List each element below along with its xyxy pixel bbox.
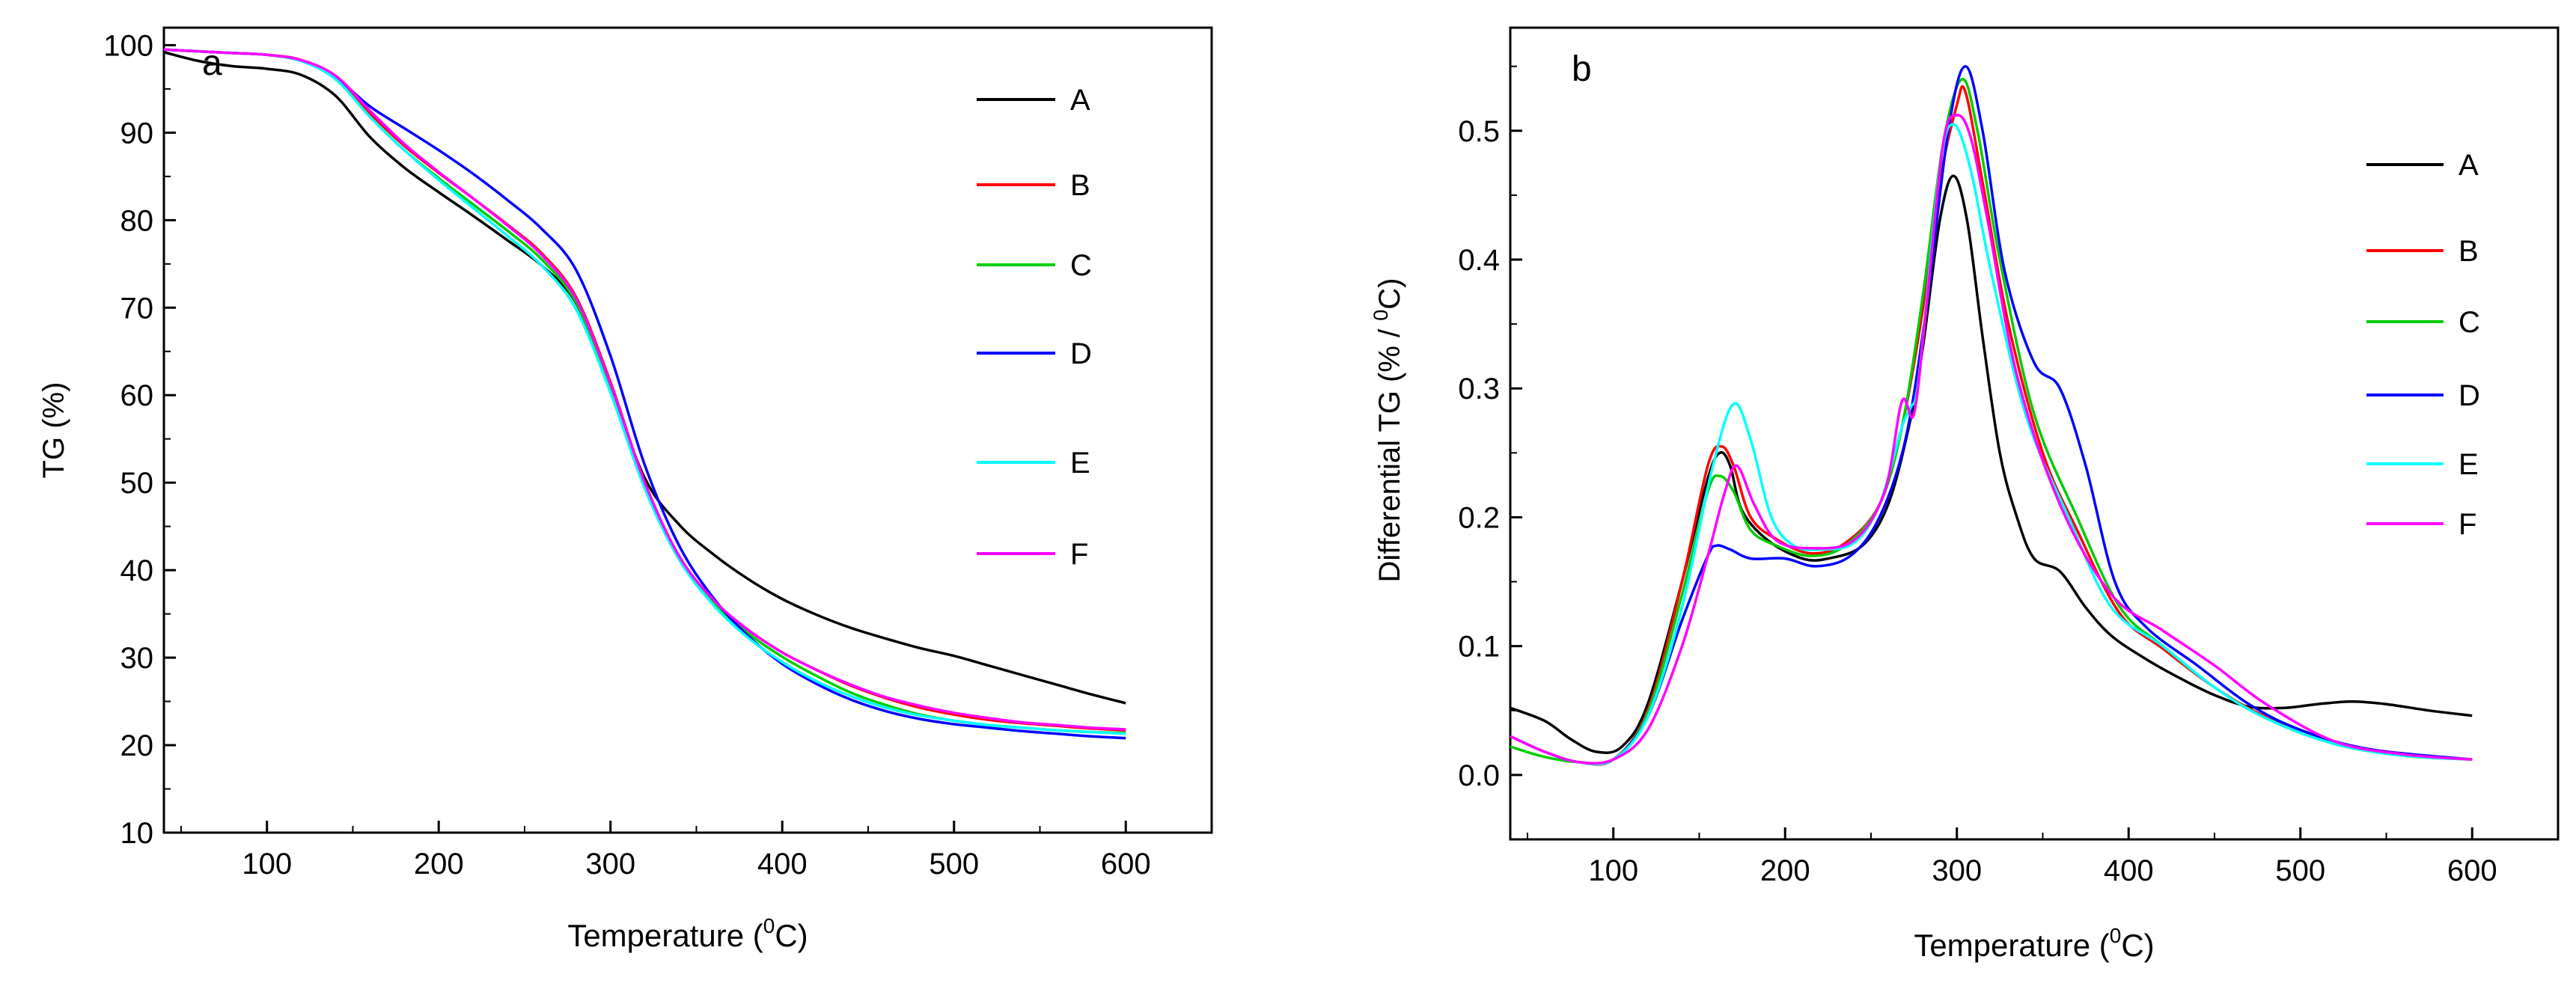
x-axis-label-b: Temperature (0C) — [1914, 924, 2154, 963]
panel-label-a: a — [202, 43, 222, 83]
y-axis-label-b-sup: 0 — [1370, 310, 1392, 321]
series-group-b — [1510, 64, 2473, 766]
y-axis-label-b: Differential TG (% / 0C) — [1370, 278, 1406, 583]
y-tick-label-b-4: 0.4 — [1458, 244, 1500, 277]
plot-area-frame-b — [1509, 26, 2560, 841]
y-tick-label-a-1: 20 — [120, 729, 154, 762]
y-tick-label-b-2: 0.2 — [1458, 501, 1500, 534]
x-axis-label-a-sup: 0 — [763, 914, 775, 937]
series-line-a-D — [163, 48, 1126, 740]
x-axis-label-b-tail: C) — [2121, 928, 2154, 963]
series-group-a — [163, 48, 1126, 740]
series-line-b-F — [1510, 114, 2473, 765]
y-tick-label-b-5: 0.5 — [1458, 115, 1500, 148]
series-line-a-B — [163, 48, 1126, 732]
y-tick-label-b-3: 0.3 — [1458, 373, 1500, 405]
panel-label-b: b — [1572, 49, 1592, 89]
x-axis-label-b-text: Temperature ( — [1914, 928, 2109, 963]
legend-label-a-E: E — [1070, 447, 1090, 480]
x-tick-label-b-600: 600 — [2447, 854, 2497, 887]
series-line-b-E — [1510, 123, 2473, 766]
y-tick-label-a-6: 70 — [120, 292, 154, 325]
x-tick-label-a-100: 100 — [242, 848, 292, 881]
y-tick-label-a-0: 10 — [120, 817, 154, 850]
series-line-b-B — [1510, 85, 2473, 766]
legend-label-b-D: D — [2459, 379, 2480, 412]
y-tick-label-a-7: 80 — [120, 204, 154, 237]
axis-ticks-a: 100 200 300 400 500 600 10 20 30 40 50 60 70 80 90 100 — [103, 29, 1212, 881]
x-tick-label-b-100: 100 — [1588, 854, 1638, 887]
x-axis-label-a: Temperature (0C) — [567, 914, 808, 953]
y-tick-label-a-8: 90 — [120, 117, 154, 150]
x-tick-label-a-400: 400 — [757, 848, 808, 881]
series-line-b-A — [1510, 174, 2473, 755]
y-tick-label-a-9: 100 — [103, 29, 153, 62]
y-tick-label-a-5: 60 — [120, 379, 154, 412]
legend-label-b-A: A — [2459, 149, 2479, 182]
y-axis-label-a: TG (%) — [37, 382, 70, 479]
legend-label-a-F: F — [1070, 538, 1088, 571]
x-tick-label-b-300: 300 — [1932, 854, 1982, 887]
y-tick-label-a-4: 50 — [120, 467, 154, 500]
y-tick-label-b-1: 0.1 — [1458, 631, 1500, 664]
x-tick-label-a-300: 300 — [585, 848, 635, 881]
chart-panel-a: 100 200 300 400 500 600 10 20 30 40 50 60 70 80 90100 … — [37, 26, 1213, 953]
y-tick-label-a-2: 30 — [120, 642, 154, 675]
x-axis-label-a-text: Temperature ( — [567, 918, 763, 953]
legend-label-b-B: B — [2459, 235, 2479, 268]
x-tick-label-b-400: 400 — [2104, 854, 2154, 887]
y-tick-label-b-0: 0.0 — [1458, 759, 1500, 792]
series-line-a-F — [163, 48, 1126, 731]
series-line-a-C — [163, 48, 1126, 735]
plot-area-frame-a — [162, 26, 1213, 834]
legend-label-a-B: B — [1070, 169, 1090, 202]
series-line-b-D — [1510, 64, 2473, 766]
y-axis-label-b-text: Differential TG (% / — [1373, 321, 1406, 583]
x-tick-label-a-200: 200 — [414, 848, 464, 881]
chart-panel-b: 100 200 300 400 500 600 0.0 0.1 0.2 0.3 0.4 0.5 A B C… — [1370, 26, 2560, 963]
x-tick-label-b-200: 200 — [1760, 854, 1810, 887]
series-line-a-E — [163, 48, 1126, 735]
axis-ticks-b: 100 200 300 400 500 600 0.0 0.1 0.2 0.3 0.4 0.5 — [1458, 65, 2559, 887]
legend-label-a-D: D — [1070, 337, 1092, 370]
x-axis-label-a-tail: C) — [775, 918, 808, 953]
y-tick-label-a-3: 40 — [120, 554, 154, 587]
series-line-a-A — [163, 51, 1126, 705]
legend-b: A B C D EF — [2366, 149, 2480, 541]
y-axis-label-b-tail: C) — [1373, 278, 1406, 310]
legend-label-a-A: A — [1070, 84, 1090, 117]
legend-label-b-C: C — [2459, 306, 2480, 339]
x-tick-label-a-600: 600 — [1101, 848, 1151, 881]
legend-label-b-E: E — [2459, 448, 2479, 481]
x-axis-label-b-sup: 0 — [2110, 924, 2122, 947]
legend-a: A B C D E F — [977, 84, 1092, 571]
legend-label-a-C: C — [1070, 249, 1092, 282]
legend-label-b-F: F — [2459, 508, 2476, 541]
x-tick-label-a-500: 500 — [929, 848, 979, 881]
x-tick-label-b-500: 500 — [2275, 854, 2325, 887]
